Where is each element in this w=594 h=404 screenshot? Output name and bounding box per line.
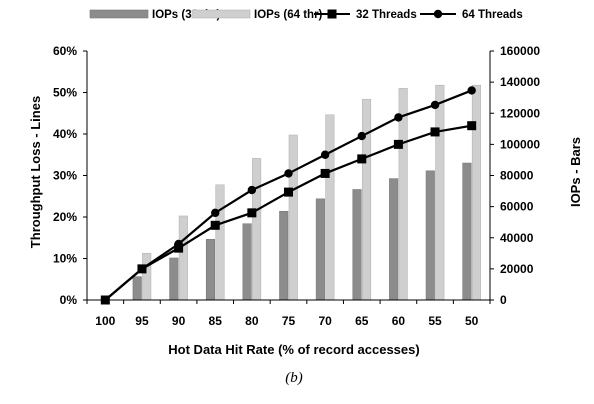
y-left-tick-label: 0% [60,293,78,307]
marker-32-threads-70 [320,168,330,178]
bar-s2-75 [288,134,298,301]
marker-64-threads-65 [357,131,366,141]
marker-64-threads-60 [394,113,403,122]
marker-64-threads-95 [137,264,147,274]
bar-s2-70 [325,114,335,301]
marker-64-threads-85 [211,208,220,218]
y-right-tick-label: 20000 [500,262,534,276]
marker-64-threads-90 [174,239,183,249]
y-left-tick-label: 40% [53,127,77,141]
line-32-threads [104,124,472,301]
bar-s2-80 [252,158,262,301]
line-layer [100,86,477,305]
y-right-tick-label: 40000 [500,231,534,245]
y-right-tick-label: 80000 [500,169,534,183]
x-tick-label: 85 [209,314,223,328]
bar-s1-50 [462,162,472,301]
bar-s2-85 [215,184,225,301]
bar-s1-90 [169,257,179,301]
marker-32-threads-60 [393,139,403,149]
legend-marker [327,9,337,19]
bar-s2-55 [435,84,445,301]
legend-swatch [89,9,149,19]
marker-32-threads-65 [357,154,367,164]
x-tick-label: 65 [355,314,369,328]
y-right-tick-label: 160000 [500,44,540,58]
bar-s1-75 [279,210,289,301]
x-tick-label: 50 [465,314,479,328]
y-left-tick-label: 10% [53,252,77,266]
figure-caption: (b) [285,370,303,386]
bar-layer [132,84,481,301]
bar-s2-65 [361,98,372,301]
bar-s1-65 [352,189,362,301]
marker-32-threads-55 [430,127,440,137]
y-right-tick-label: 60000 [500,200,534,214]
y-left-tick-label: 30% [53,169,77,183]
legend-item-3: 32 Threads [314,9,417,21]
x-tick-label: 80 [245,314,259,328]
x-tick-label: 55 [428,314,442,328]
bar-s1-80 [242,223,252,301]
legend: IOPs (32 thr) IOPs (64 thr) 32 Threads 64 T… [89,9,523,21]
legend-label: IOPs (64 thr) [254,9,323,21]
x-axis-title: Hot Data Hit Rate (% of record accesses) [168,342,419,357]
x-tick-label: 100 [95,314,115,328]
legend-swatch [191,9,251,19]
marker-32-threads-75 [284,187,293,197]
y-axis-left-title: Throughput Loss - Lines [28,96,43,248]
legend-label: 32 Threads [356,9,417,21]
bar-s1-60 [389,178,399,301]
bar-s1-95 [132,276,142,301]
y-left-tick-label: 20% [53,210,77,224]
y-right-tick-label: 0 [500,293,507,307]
y-right-tick-label: 140000 [500,75,540,89]
bar-s1-85 [205,239,216,301]
x-tick-label: 60 [392,314,406,328]
axes [83,50,494,304]
marker-64-threads-50 [467,86,476,95]
bar-s1-55 [425,170,435,301]
y-left-tick-label: 60% [53,44,77,58]
x-tick-label: 95 [135,314,149,328]
y-right-tick-label: 100000 [500,137,540,151]
y-right-tick-label: 120000 [500,106,540,120]
marker-64-threads-55 [430,100,440,110]
bar-s2-90 [178,215,188,301]
marker-32-threads-50 [467,121,477,131]
marker-64-threads-70 [320,150,330,159]
x-tick-label: 70 [318,314,332,328]
bar-s1-70 [315,198,325,301]
bar-s2-50 [471,84,481,301]
y-axis-right-title: IOPs - Bars [568,137,583,207]
legend-item-2: IOPs (64 thr) [191,9,323,21]
marker-32-threads-80 [247,208,257,218]
marker-64-threads-80 [247,185,257,195]
marker-32-threads-85 [210,220,220,230]
tick-labels: 0% 10% 20% 30% 40% 50% 60% 0 20000 40000 60000 8000… [53,44,540,328]
x-tick-label: 75 [282,314,296,328]
marker-64-threads-75 [284,169,293,178]
x-tick-label: 90 [172,314,186,328]
y-left-tick-label: 50% [53,86,77,100]
bar-s2-95 [142,253,152,301]
legend-item-4: 64 Threads [420,9,523,21]
legend-label: 64 Threads [462,9,523,21]
marker-64-threads-100 [101,295,110,305]
legend-marker [433,9,443,19]
